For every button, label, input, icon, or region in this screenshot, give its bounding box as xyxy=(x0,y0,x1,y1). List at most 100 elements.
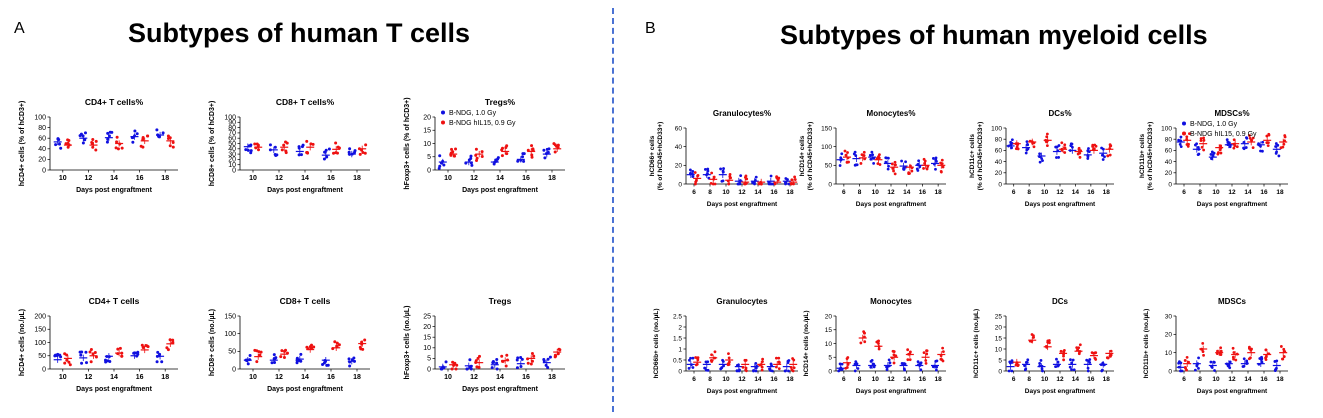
data-point xyxy=(57,142,61,146)
x-tick-label: 14 xyxy=(1244,376,1252,383)
y-tick-label: 100 xyxy=(991,125,1002,132)
data-point xyxy=(890,162,894,166)
data-point xyxy=(299,352,303,356)
data-point xyxy=(770,369,774,373)
x-tick-label: 12 xyxy=(887,376,895,383)
chart-8: DCs% 0 20 40 60 80 100 6 8 10 12 14 16 18 Days post en… xyxy=(969,109,1114,208)
y-axis-label-line: hCD66+ cells xyxy=(649,135,656,176)
x-axis-label: Days post engraftment xyxy=(76,386,153,393)
data-point xyxy=(160,360,164,364)
x-tick-label: 18 xyxy=(786,189,794,196)
data-point xyxy=(787,369,790,373)
y-tick-label: 0 xyxy=(232,366,236,373)
data-point xyxy=(789,365,793,369)
data-point xyxy=(1041,159,1044,162)
data-point xyxy=(706,167,710,171)
y-tick-label: 30 xyxy=(1165,313,1173,320)
data-point xyxy=(1045,144,1049,148)
data-point xyxy=(258,353,262,357)
data-point xyxy=(305,150,309,154)
data-point xyxy=(893,160,897,164)
data-point xyxy=(93,351,97,355)
data-point xyxy=(710,360,714,363)
data-point xyxy=(1248,134,1251,137)
data-point xyxy=(1108,143,1112,147)
legend-marker xyxy=(1182,131,1186,136)
y-tick-label: 20 xyxy=(995,324,1003,331)
data-point xyxy=(893,172,897,176)
legend-label: B-NDG, 1.0 Gy xyxy=(1190,121,1238,128)
data-point xyxy=(721,169,725,173)
data-point xyxy=(155,360,159,364)
x-tick-label: 14 xyxy=(1072,189,1080,196)
data-point xyxy=(171,140,175,144)
data-point xyxy=(248,354,252,358)
x-tick-label: 6 xyxy=(1012,376,1016,383)
x-axis-label: Days post engraftment xyxy=(1197,388,1268,395)
data-point xyxy=(1187,360,1190,364)
x-tick-label: 18 xyxy=(161,374,169,381)
x-tick-label: 10 xyxy=(249,175,257,182)
data-point xyxy=(532,354,536,358)
y-tick-label: 30 xyxy=(228,151,236,158)
data-point xyxy=(1261,140,1265,144)
y-tick-label: 100 xyxy=(224,331,236,338)
data-point xyxy=(1059,349,1063,353)
data-point xyxy=(335,341,339,345)
y-tick-label: 80 xyxy=(38,125,46,132)
data-point xyxy=(791,369,795,373)
data-point xyxy=(1090,351,1094,355)
y-tick-label: 10 xyxy=(423,345,431,352)
data-point xyxy=(495,367,499,371)
data-point xyxy=(78,134,82,138)
data-point xyxy=(253,348,257,352)
x-tick-label: 8 xyxy=(1198,376,1202,383)
data-point xyxy=(500,354,504,358)
data-point xyxy=(475,156,479,160)
y-tick-label: 100 xyxy=(1161,125,1172,132)
data-point xyxy=(940,358,944,362)
data-point xyxy=(1057,156,1061,159)
data-point xyxy=(500,146,504,150)
data-point xyxy=(171,340,175,344)
data-point xyxy=(1063,143,1067,147)
data-point xyxy=(1260,355,1263,359)
data-point xyxy=(908,358,912,362)
y-axis-label-line: hCD11b+ cells (no./µL) xyxy=(1143,309,1150,379)
y-tick-label: 80 xyxy=(995,137,1003,144)
data-point xyxy=(1202,148,1206,152)
data-point xyxy=(1010,138,1014,142)
x-tick-label: 18 xyxy=(1103,189,1111,196)
y-tick-label: 0 xyxy=(42,167,46,174)
x-tick-label: 10 xyxy=(872,376,880,383)
data-point xyxy=(467,158,471,162)
y-tick-label: 0 xyxy=(678,368,682,375)
data-point xyxy=(255,360,259,364)
data-point xyxy=(1077,346,1081,350)
data-point xyxy=(1232,351,1236,354)
y-tick-label: 15 xyxy=(995,335,1003,342)
data-point xyxy=(1078,343,1082,347)
data-point xyxy=(941,350,945,354)
data-point xyxy=(691,356,695,360)
x-tick-label: 8 xyxy=(858,189,862,196)
data-point xyxy=(1232,146,1236,150)
chart-2: Tregs% 0 5 10 15 20 10 12 14 16 18 Days post engraf… xyxy=(404,97,565,194)
data-point xyxy=(515,366,519,370)
data-point xyxy=(871,153,875,157)
data-point xyxy=(886,167,890,171)
data-point xyxy=(1103,155,1106,159)
data-point xyxy=(465,367,469,371)
chart-11: Monocytes 0 5 10 15 20 6 8 10 12 14 16 18 Days post e… xyxy=(803,297,946,395)
data-point xyxy=(500,154,504,158)
legend-label: B-NDG hIL15, 0.9 Gy xyxy=(449,120,516,127)
data-point xyxy=(1219,144,1223,148)
x-tick-label: 8 xyxy=(1198,189,1202,196)
data-point xyxy=(88,350,92,354)
data-point xyxy=(940,158,944,162)
data-point xyxy=(854,163,858,167)
data-point xyxy=(1195,142,1198,146)
x-tick-label: 16 xyxy=(919,376,927,383)
data-point xyxy=(838,362,842,366)
